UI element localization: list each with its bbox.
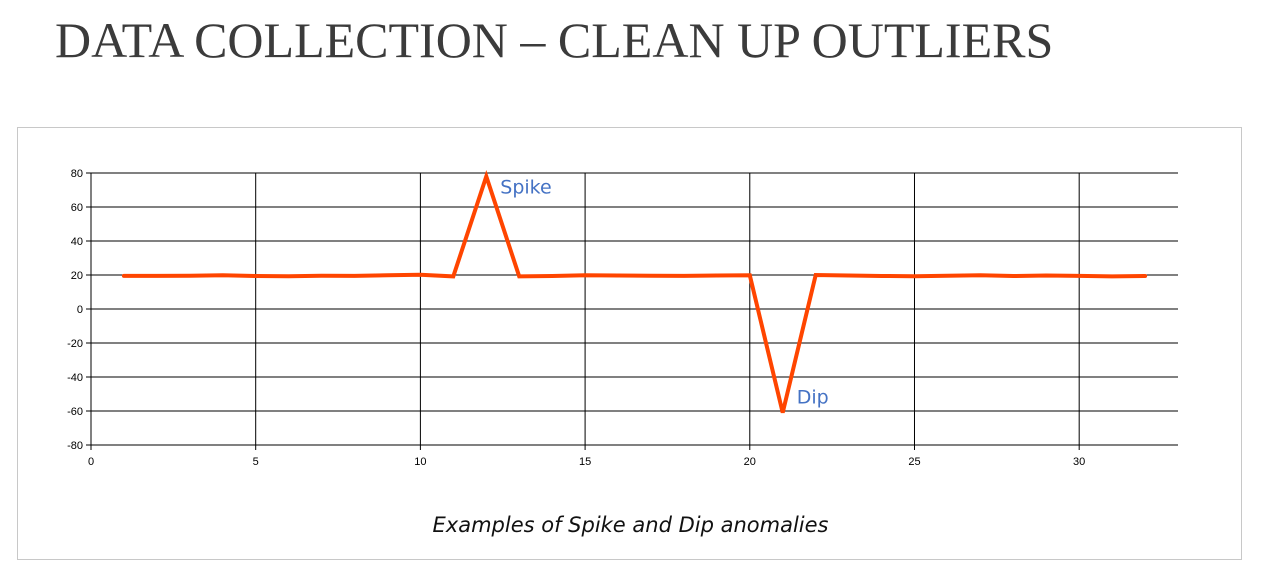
x-tick-label: 0 bbox=[88, 456, 94, 468]
y-tick-label: 20 bbox=[71, 270, 83, 282]
series-layer bbox=[121, 170, 1148, 414]
x-tick-label: 10 bbox=[414, 456, 426, 468]
y-tick-label: -60 bbox=[67, 406, 83, 418]
x-tick-label: 20 bbox=[744, 456, 756, 468]
y-tick-label: -40 bbox=[67, 372, 83, 384]
annotation-spike: Spike bbox=[500, 176, 551, 198]
x-tick-label: 15 bbox=[579, 456, 591, 468]
tick-labels: 80 60 40 20 0 -20 -40 -60 -80 0 5 10 15 20 25 30 bbox=[67, 168, 1085, 468]
series-line bbox=[121, 170, 1148, 414]
chart-caption: Examples of Spike and Dip anomalies bbox=[432, 513, 829, 537]
annotations: Spike Dip bbox=[500, 176, 828, 408]
y-tick-label: 80 bbox=[71, 168, 83, 180]
line-chart: 80 60 40 20 0 -20 -40 -60 -80 0 5 10 15 20 25 30 Spike D… bbox=[67, 168, 1178, 468]
y-tick-label: 40 bbox=[71, 236, 83, 248]
x-tick-label: 30 bbox=[1073, 456, 1085, 468]
y-tick-label: -80 bbox=[67, 440, 83, 452]
slide-title: DATA COLLECTION – CLEAN UP OUTLIERS bbox=[55, 12, 1054, 68]
chart-frame: 80 60 40 20 0 -20 -40 -60 -80 0 5 10 15 20 25 30 Spike D… bbox=[17, 127, 1242, 560]
grid-lines bbox=[91, 172, 1178, 446]
x-tick-label: 5 bbox=[253, 456, 259, 468]
y-tick-label: -20 bbox=[67, 338, 83, 350]
y-tick-label: 60 bbox=[71, 202, 83, 214]
annotation-dip: Dip bbox=[797, 387, 829, 409]
y-tick-label: 0 bbox=[77, 304, 83, 316]
x-tick-label: 25 bbox=[908, 456, 920, 468]
axes bbox=[86, 172, 1178, 450]
